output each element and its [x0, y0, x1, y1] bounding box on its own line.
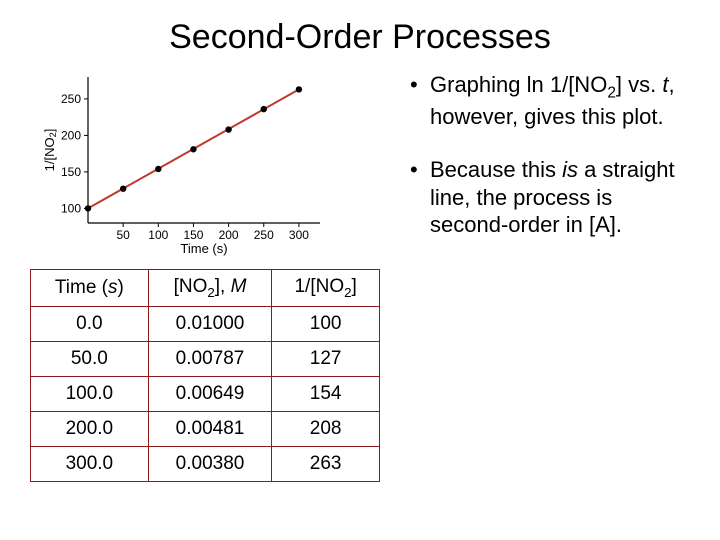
chart: 50 100 150 200 250 300 100 150 200 250 Time (s) 1/[…: [40, 67, 330, 257]
table-row: 200.00.00481208: [31, 411, 380, 446]
svg-text:200: 200: [61, 128, 81, 142]
svg-text:250: 250: [254, 228, 274, 242]
left-column: 50 100 150 200 250 300 100 150 200 250 Time (s) 1/[…: [30, 67, 390, 482]
bullet-2: Because this is a straight line, the pro…: [408, 156, 690, 239]
table-header-row: Time (s) [NO2], M 1/[NO2]: [31, 270, 380, 307]
table-row: 300.00.00380263: [31, 446, 380, 481]
right-column: Graphing ln 1/[NO2] vs. t, however, give…: [408, 67, 690, 482]
bullet-list: Graphing ln 1/[NO2] vs. t, however, give…: [408, 71, 690, 239]
col-time: Time (s): [31, 270, 149, 307]
cell-conc: 0.01000: [148, 306, 272, 341]
svg-text:100: 100: [148, 228, 168, 242]
cell-time: 200.0: [31, 411, 149, 446]
cell-time: 100.0: [31, 376, 149, 411]
svg-text:200: 200: [219, 228, 239, 242]
cell-inv: 127: [272, 341, 380, 376]
table-row: 0.00.01000100: [31, 306, 380, 341]
svg-text:150: 150: [61, 165, 81, 179]
table-row: 50.00.00787127: [31, 341, 380, 376]
cell-inv: 154: [272, 376, 380, 411]
cell-conc: 0.00787: [148, 341, 272, 376]
cell-inv: 100: [272, 306, 380, 341]
svg-text:100: 100: [61, 201, 81, 215]
svg-text:150: 150: [183, 228, 203, 242]
cell-inv: 208: [272, 411, 380, 446]
col-conc: [NO2], M: [148, 270, 272, 307]
svg-text:250: 250: [61, 92, 81, 106]
cell-conc: 0.00481: [148, 411, 272, 446]
bullet-1: Graphing ln 1/[NO2] vs. t, however, give…: [408, 71, 690, 130]
cell-conc: 0.00380: [148, 446, 272, 481]
cell-time: 50.0: [31, 341, 149, 376]
cell-conc: 0.00649: [148, 376, 272, 411]
cell-inv: 263: [272, 446, 380, 481]
slide-title: Second-Order Processes: [30, 18, 690, 57]
svg-text:300: 300: [289, 228, 309, 242]
svg-text:Time (s): Time (s): [180, 241, 227, 256]
cell-time: 300.0: [31, 446, 149, 481]
svg-text:50: 50: [116, 228, 130, 242]
cell-time: 0.0: [31, 306, 149, 341]
col-inv: 1/[NO2]: [272, 270, 380, 307]
svg-text:1/[NO2]: 1/[NO2]: [42, 129, 58, 172]
data-table: Time (s) [NO2], M 1/[NO2] 0.00.010001005…: [30, 269, 380, 482]
content-area: 50 100 150 200 250 300 100 150 200 250 Time (s) 1/[…: [30, 67, 690, 482]
table-row: 100.00.00649154: [31, 376, 380, 411]
